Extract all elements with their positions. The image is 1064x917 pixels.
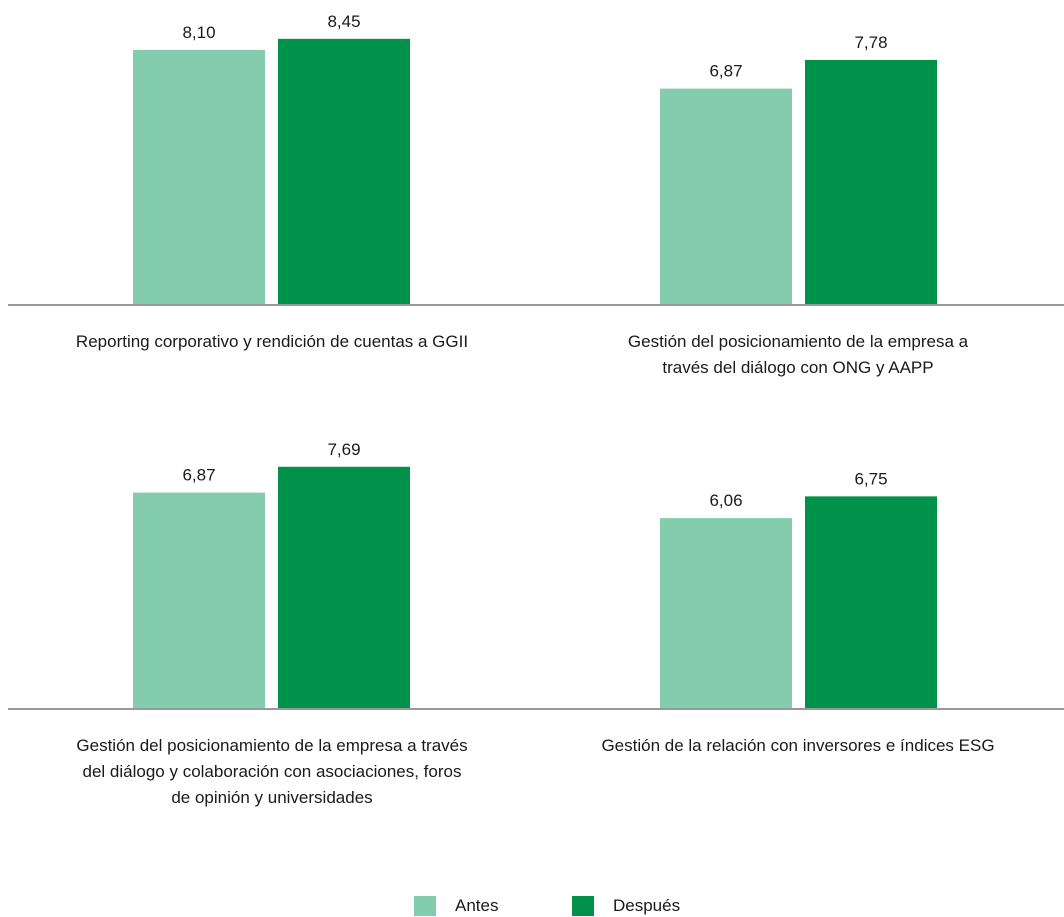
category-label-3-line-3: de opinión y universidades [171,788,372,807]
bar-despues-3 [278,466,410,709]
value-label-antes-2: 6,87 [709,62,742,81]
category-label-3-line-2: del diálogo y colaboración con asociacio… [83,762,462,781]
panel-1: 8,10 8,45 Reporting corporativo y rendició… [8,12,532,351]
value-label-antes-1: 8,10 [182,23,215,42]
value-label-despues-1: 8,45 [327,12,360,31]
bar-antes-2 [660,88,792,305]
panel-2: 6,87 7,78 Gestión del posicionamiento de l… [532,33,1064,377]
bar-antes-1 [133,49,265,305]
category-label-2-line-2: través del diálogo con ONG y AAPP [662,358,933,377]
value-label-antes-4: 6,06 [709,491,742,510]
value-label-despues-3: 7,69 [327,440,360,459]
category-label-1-line-1: Reporting corporativo y rendición de cue… [76,332,468,351]
bar-antes-4 [660,518,792,709]
bar-despues-1 [278,38,410,305]
category-label-4-line-1: Gestión de la relación con inversores e … [601,736,994,755]
panel-3: 6,87 7,69 Gestión del posicionamiento de l… [8,440,532,807]
value-label-antes-3: 6,87 [182,466,215,485]
category-label-3-line-1: Gestión del posicionamiento de la empres… [76,736,467,755]
panel-4: 6,06 6,75 Gestión de la relación con inver… [532,469,1064,755]
bar-antes-3 [133,492,265,709]
category-label-2-line-1: Gestión del posicionamiento de la empres… [628,332,969,351]
value-label-despues-4: 6,75 [854,469,887,488]
value-label-despues-2: 7,78 [854,33,887,52]
bar-despues-4 [805,496,937,709]
bar-despues-2 [805,59,937,306]
